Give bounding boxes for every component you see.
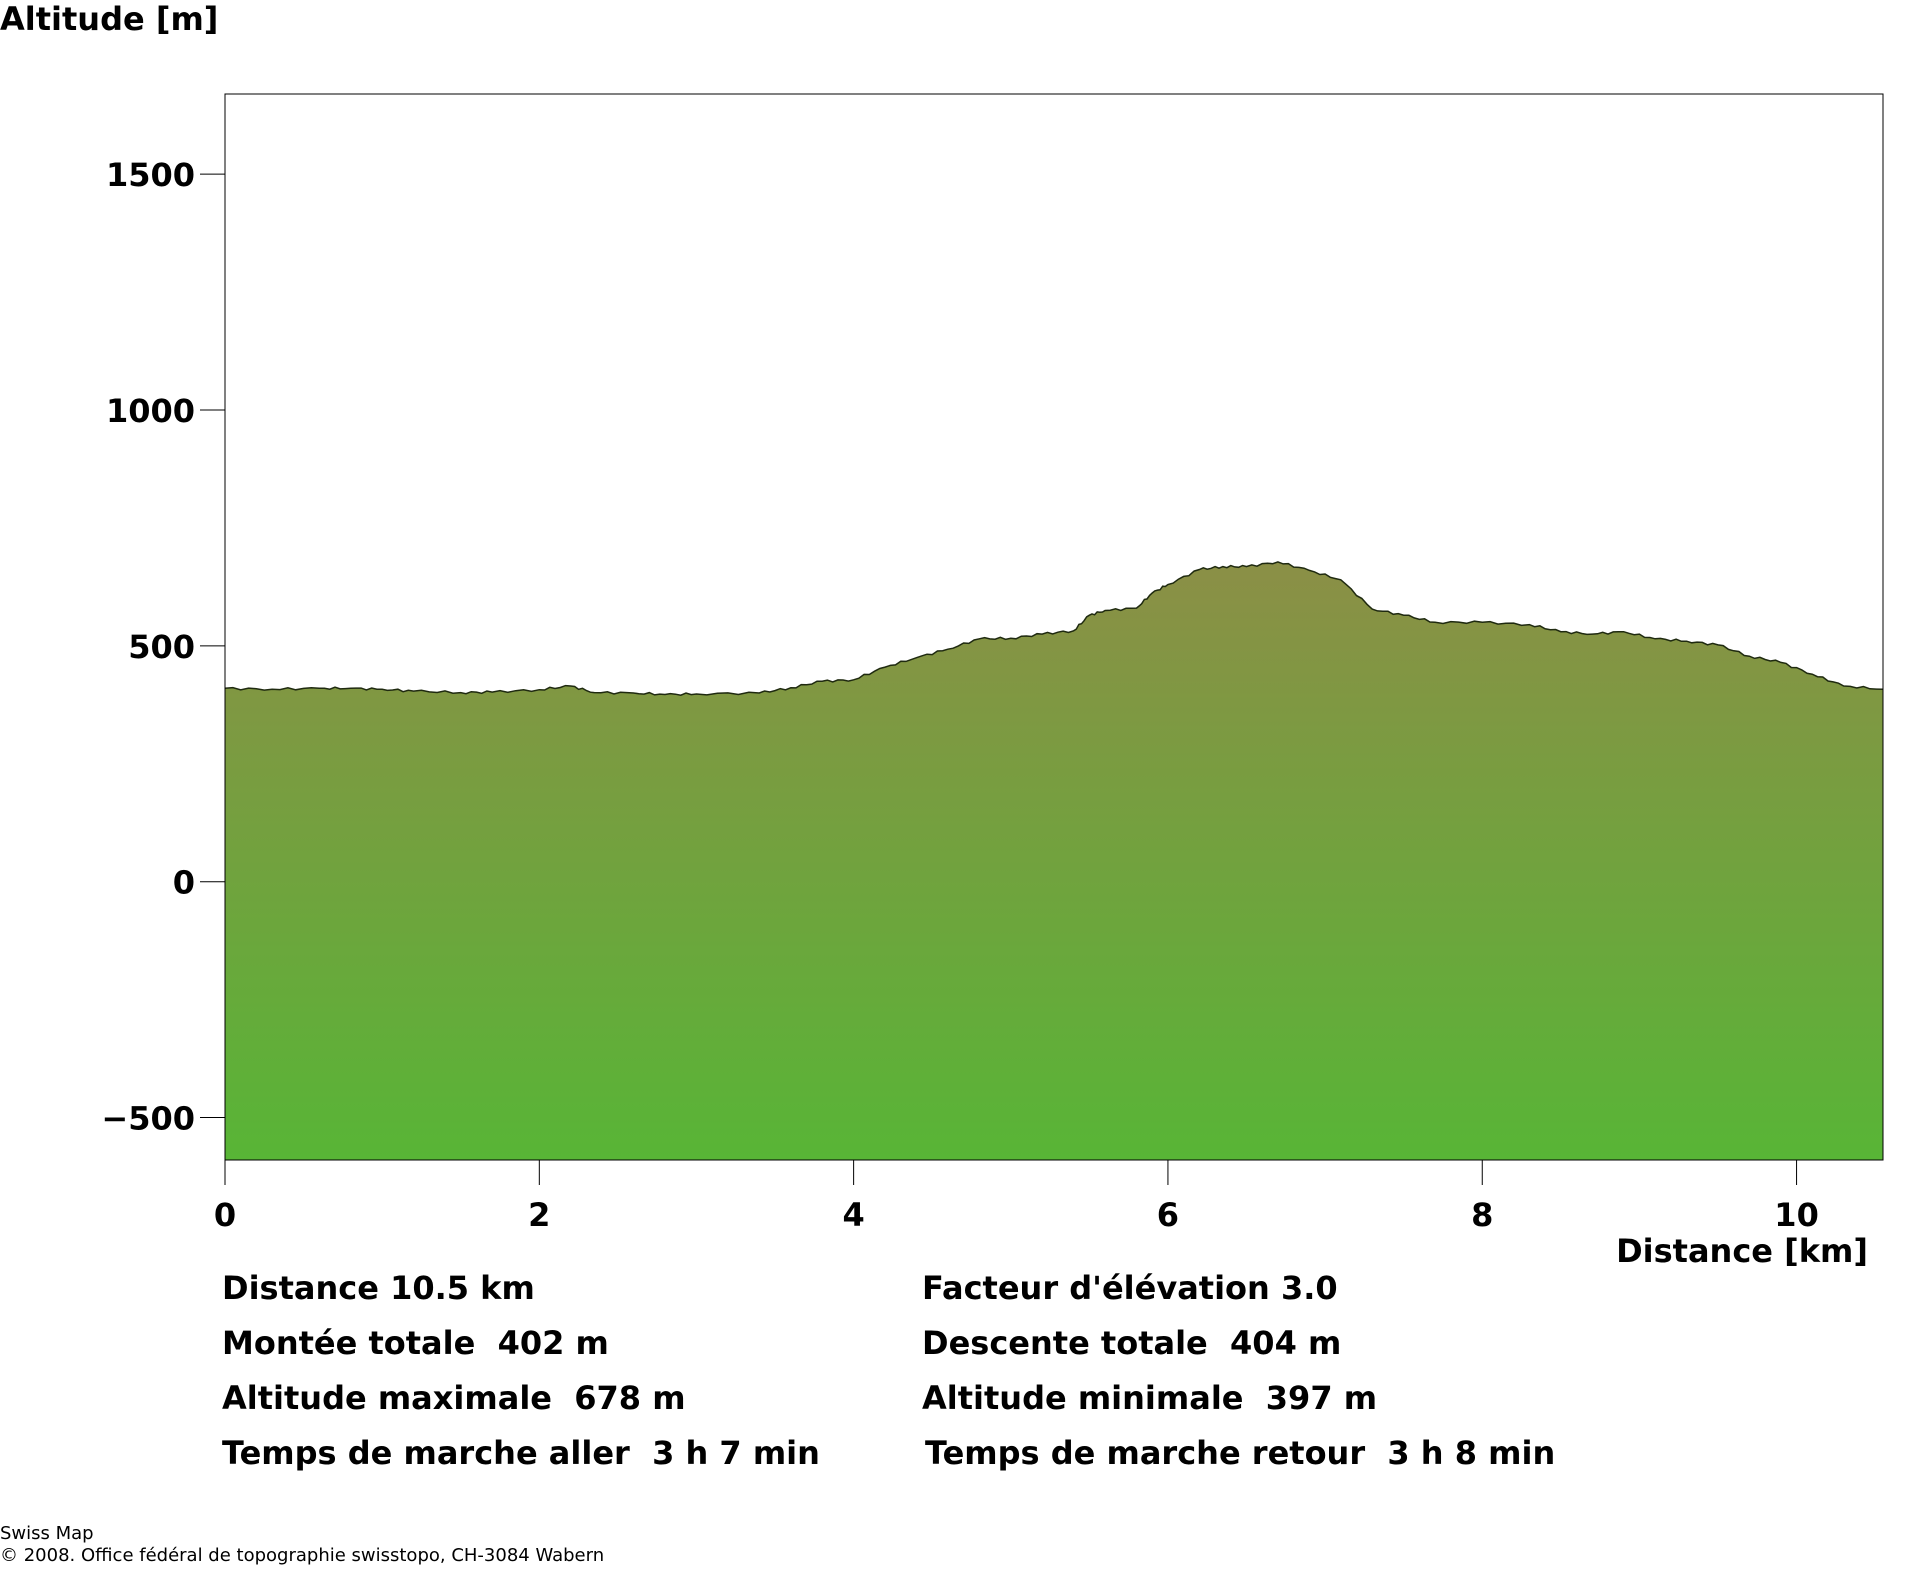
elevation-area (225, 561, 1883, 1160)
elevation-line (224, 561, 1884, 696)
stat-walk-time-out: Temps de marche aller 3 h 7 min (222, 1434, 820, 1472)
x-tick-label: 6 (1157, 1196, 1179, 1234)
stat-total-ascent: Montée totale 402 m (222, 1324, 609, 1362)
x-tick-label: 10 (1774, 1196, 1819, 1234)
y-axis: −500 0 500 1000 1500 (101, 156, 225, 1138)
footer-copyright: © 2008. Office fédéral de topographie sw… (0, 1545, 605, 1566)
y-tick-label: −500 (101, 1100, 195, 1138)
footer-source: Swiss Map (0, 1523, 94, 1544)
plot-frame (224, 93, 1884, 1161)
y-tick-label: 1500 (106, 156, 195, 194)
x-axis: 0 2 4 6 8 10 (214, 1160, 1819, 1234)
x-tick-label: 2 (528, 1196, 550, 1234)
y-tick-label: 0 (173, 864, 195, 902)
stat-min-altitude: Altitude minimale 397 m (922, 1379, 1378, 1417)
stat-total-descent: Descente totale 404 m (922, 1324, 1342, 1362)
stat-max-altitude: Altitude maximale 678 m (222, 1379, 686, 1417)
x-tick-label: 0 (214, 1196, 236, 1234)
y-tick-label: 500 (128, 628, 195, 666)
y-tick-label: 1000 (106, 392, 195, 430)
y-axis-title: Altitude [m] (0, 0, 218, 38)
x-tick-label: 4 (842, 1196, 864, 1234)
x-axis-title: Distance [km] (1616, 1232, 1868, 1270)
stat-walk-time-back: Temps de marche retour 3 h 8 min (925, 1434, 1556, 1472)
x-tick-label: 8 (1471, 1196, 1493, 1234)
stat-elevation-factor: Facteur d'élévation 3.0 (922, 1269, 1338, 1307)
stat-distance: Distance 10.5 km (222, 1269, 535, 1307)
